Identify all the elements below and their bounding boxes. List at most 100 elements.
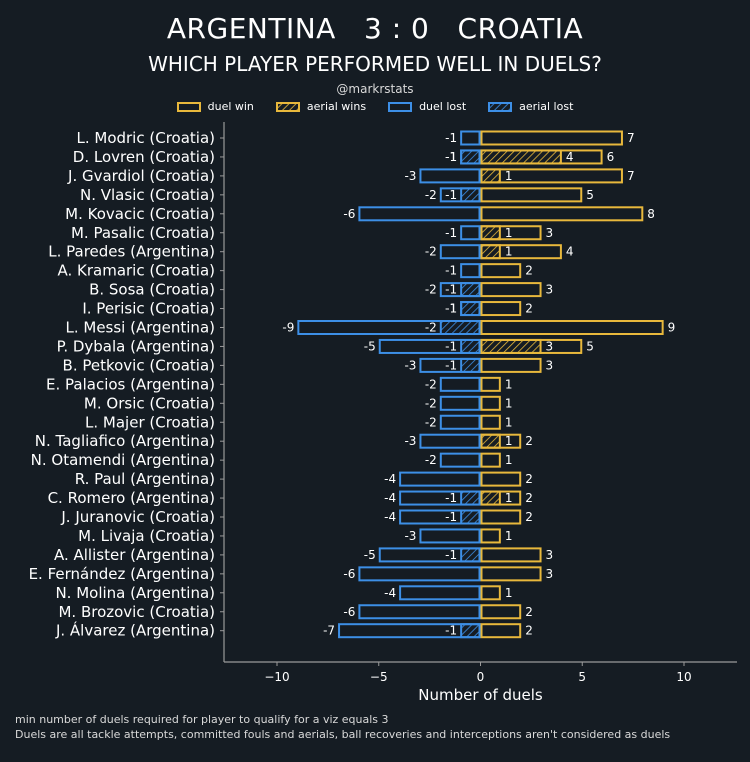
value-label-duel-lost: -4 xyxy=(384,510,396,524)
value-label-aerial-win: 4 xyxy=(566,150,574,164)
bar-aerial-win xyxy=(480,338,542,354)
player-label: L. Paredes (Argentina) xyxy=(48,243,215,261)
player-label: N. Otamendi (Argentina) xyxy=(31,451,215,469)
x-tick-label: 10 xyxy=(676,670,691,684)
bar-aerial-win xyxy=(480,225,501,241)
value-label-aerial-lost: -1 xyxy=(445,188,457,202)
bar-duel-win xyxy=(480,471,522,487)
player-label: E. Fernández (Argentina) xyxy=(29,565,215,583)
credit-handle: @markrstats xyxy=(336,82,414,96)
bar-aerial-win xyxy=(480,149,562,165)
value-label-duel-win: 5 xyxy=(586,339,594,353)
bar-aerial-lost xyxy=(460,490,481,506)
bar-duel-win xyxy=(480,414,501,430)
legend-swatch-aerial-wins xyxy=(275,101,300,112)
player-label: C. Romero (Argentina) xyxy=(48,489,215,507)
bar-aerial-win xyxy=(480,490,501,506)
player-label: M. Orsic (Croatia) xyxy=(84,394,215,412)
player-label: L. Majer (Croatia) xyxy=(85,413,215,431)
bar-duel-lost xyxy=(439,414,481,430)
x-tick-label: 5 xyxy=(578,670,586,684)
bar-duel-win xyxy=(480,168,623,184)
bar-duel-win xyxy=(480,623,522,639)
value-label-aerial-win: 1 xyxy=(505,245,513,259)
bar-duel-win xyxy=(480,547,542,563)
bar-aerial-win xyxy=(480,433,501,449)
legend-label: duel lost xyxy=(419,100,467,113)
player-label: R. Paul (Argentina) xyxy=(75,470,215,488)
player-label: A. Allister (Argentina) xyxy=(54,546,215,564)
chart-subtitle: WHICH PLAYER PERFORMED WELL IN DUELS? xyxy=(148,52,602,76)
bar-duel-win xyxy=(480,282,542,298)
value-label-duel-lost: -6 xyxy=(343,207,355,221)
value-label-duel-win: 3 xyxy=(546,283,554,297)
value-label-duel-lost: -3 xyxy=(404,529,416,543)
value-label-aerial-lost: -1 xyxy=(445,510,457,524)
bar-duel-lost xyxy=(419,528,481,544)
value-label-aerial-lost: -1 xyxy=(445,624,457,638)
player-label: M. Brozovic (Croatia) xyxy=(58,603,215,621)
value-label-duel-win: 6 xyxy=(607,150,615,164)
value-label-aerial-lost: -1 xyxy=(445,339,457,353)
value-label-duel-lost: -2 xyxy=(425,377,437,391)
legend-label: aerial lost xyxy=(519,100,574,113)
bar-duel-lost xyxy=(419,433,481,449)
bar-duel-lost xyxy=(358,604,481,620)
legend-swatch-duel-lost xyxy=(388,101,413,112)
value-label-duel-lost: -6 xyxy=(343,605,355,619)
value-label-duel-win: 1 xyxy=(505,586,513,600)
player-label: J. Álvarez (Argentina) xyxy=(55,621,215,640)
value-label-duel-lost: -1 xyxy=(445,264,457,278)
value-label-duel-win: 7 xyxy=(627,131,635,145)
footnote-min-duels: min number of duels required for player … xyxy=(15,713,389,726)
player-label: I. Perisic (Croatia) xyxy=(82,300,215,318)
value-label-duel-lost: -1 xyxy=(445,302,457,316)
bar-aerial-lost xyxy=(460,187,481,203)
value-label-duel-lost: -4 xyxy=(384,472,396,486)
value-label-duel-win: 3 xyxy=(546,567,554,581)
value-label-duel-win: 8 xyxy=(647,207,655,221)
bar-duel-lost xyxy=(460,130,481,146)
player-label: B. Sosa (Croatia) xyxy=(89,281,215,299)
bar-duel-lost xyxy=(419,168,481,184)
value-label-aerial-win: 1 xyxy=(505,434,513,448)
value-label-duel-win: 1 xyxy=(505,377,513,391)
value-label-duel-win: 3 xyxy=(546,226,554,240)
value-label-duel-lost: -3 xyxy=(404,434,416,448)
legend-swatch-aerial-lost xyxy=(488,101,513,112)
bar-duel-win xyxy=(480,395,501,411)
bar-duel-lost xyxy=(358,206,481,222)
value-label-duel-win: 9 xyxy=(668,321,676,335)
bar-duel-win xyxy=(480,566,542,582)
bar-duel-lost xyxy=(439,395,481,411)
value-label-duel-lost: -2 xyxy=(425,396,437,410)
player-label: L. Messi (Argentina) xyxy=(65,319,215,337)
player-label: J. Gvardiol (Croatia) xyxy=(67,167,215,185)
player-label: D. Lovren (Croatia) xyxy=(73,148,215,166)
value-label-duel-win: 2 xyxy=(525,510,533,524)
value-label-duel-win: 1 xyxy=(505,396,513,410)
player-label: M. Kovacic (Croatia) xyxy=(65,205,215,223)
legend-item-aerial-wins: aerial wins xyxy=(275,100,366,113)
bar-duel-win xyxy=(480,130,623,146)
value-label-duel-lost: -2 xyxy=(425,188,437,202)
bar-duel-lost xyxy=(439,452,481,468)
value-label-aerial-lost: -2 xyxy=(425,321,437,335)
value-label-aerial-lost: -1 xyxy=(445,283,457,297)
value-label-duel-win: 2 xyxy=(525,264,533,278)
player-label: P. Dybala (Argentina) xyxy=(57,337,215,355)
value-label-duel-lost: -5 xyxy=(364,548,376,562)
value-label-duel-lost: -3 xyxy=(404,169,416,183)
bar-duel-win xyxy=(480,187,583,203)
bar-duel-win xyxy=(480,528,501,544)
value-label-duel-lost: -2 xyxy=(425,283,437,297)
bar-duel-win xyxy=(480,301,522,317)
player-label: M. Livaja (Croatia) xyxy=(78,527,215,545)
value-label-duel-win: 2 xyxy=(525,605,533,619)
bar-aerial-lost xyxy=(460,547,481,563)
legend-item-duel-lost: duel lost xyxy=(388,100,466,113)
value-label-duel-win: 5 xyxy=(586,188,594,202)
bar-duel-win xyxy=(480,452,501,468)
legend-item-duel-win: duel win xyxy=(176,100,254,113)
